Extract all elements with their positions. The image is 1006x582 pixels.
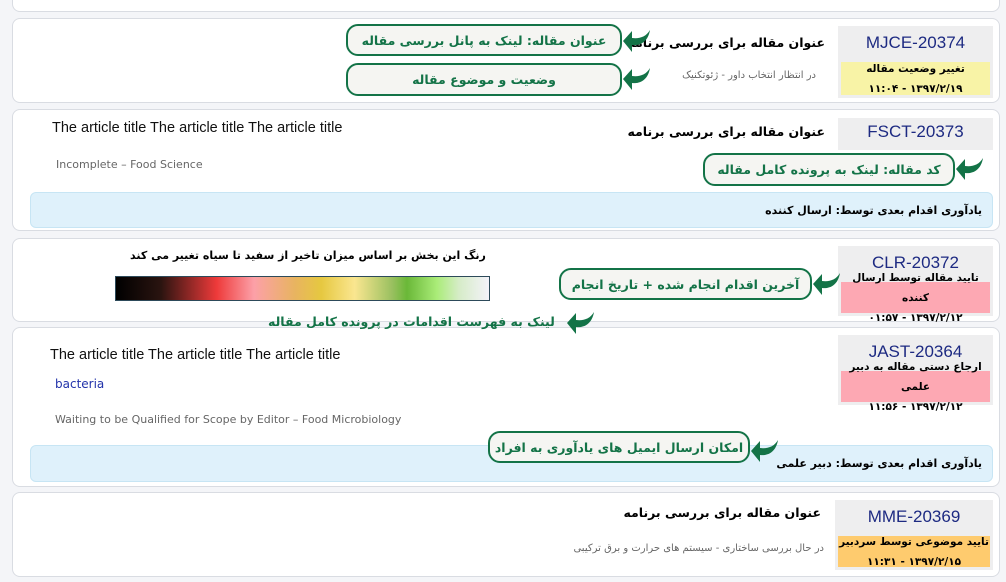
last-action-status[interactable]: تایید موضوعی توسط سردبیر ۱۳۹۷/۲/۱۵ - ۱۱:۳… xyxy=(838,536,990,568)
article-code-link[interactable]: MME-20369 xyxy=(867,507,961,526)
status-date: ۱۳۹۷/۲/۱۲ - ۰۱:۵۷ xyxy=(868,311,963,324)
status-text: تایید موضوعی توسط سردبیر xyxy=(839,535,989,548)
status-text: تغییر وضعیت مقاله xyxy=(866,62,965,75)
article-subtitle: در انتظار انتخاب داور - ژئوتکنیک xyxy=(682,70,816,81)
callout-actions-link: لینک به فهرست اقدامات در پرونده کامل مقا… xyxy=(268,314,555,329)
article-code-link[interactable]: MJCE-20374 xyxy=(865,33,966,52)
article-code-link[interactable]: FSCT-20373 xyxy=(867,122,964,141)
status-date: ۱۳۹۷/۲/۱۹ - ۱۱:۰۴ xyxy=(868,82,963,95)
keyword: bacteria xyxy=(55,377,105,391)
arrow-icon xyxy=(623,68,650,90)
last-action-status[interactable]: ارجاع دستی مقاله به دبیر علمی ۱۳۹۷/۲/۱۲ -… xyxy=(841,361,990,413)
arrow-icon xyxy=(813,273,840,295)
callout-code-link: کد مقاله: لینک به پرونده کامل مقاله xyxy=(703,153,955,186)
article-subtitle: Incomplete – Food Science xyxy=(56,158,203,171)
article-code-link[interactable]: JAST-20364 xyxy=(868,342,963,361)
article-code-link[interactable]: CLR-20372 xyxy=(872,253,959,272)
callout-status-subject: وضعیت و موضوع مقاله xyxy=(346,63,622,96)
last-action-status[interactable]: تایید مقاله توسط ارسال کننده ۱۳۹۷/۲/۱۲ - … xyxy=(841,272,990,324)
delay-color-legend-text: رنگ این بخش بر اساس میزان تاخیر از سفید … xyxy=(130,249,486,262)
code-box: JAST-20364 ارجاع دستی مقاله به دبیر علمی… xyxy=(838,335,993,413)
article-title-link[interactable]: عنوان مقاله برای بررسی برنامه xyxy=(627,124,825,139)
code-box: MME-20369 تایید موضوعی توسط سردبیر ۱۳۹۷/۲… xyxy=(835,500,993,570)
article-card-partial xyxy=(12,0,1000,12)
next-action-reminder[interactable]: یادآوری اقدام بعدی توسط: ارسال کننده xyxy=(30,192,993,228)
callout-reminder-email: امکان ارسال ایمیل های یادآوری به افراد xyxy=(488,431,750,463)
last-action-status: تغییر وضعیت مقاله ۱۳۹۷/۲/۱۹ - ۱۱:۰۴ xyxy=(841,62,990,95)
delay-color-gradient xyxy=(115,276,490,301)
article-title-en[interactable]: The article title The article title The … xyxy=(50,347,341,363)
callout-title-link: عنوان مقاله: لینک به پانل بررسی مقاله xyxy=(346,24,622,56)
callout-last-action: آخرین اقدام انجام شده + تاریخ انجام xyxy=(559,268,812,300)
article-title-en[interactable]: The article title The article title The … xyxy=(52,120,343,136)
status-date: ۱۳۹۷/۲/۱۵ - ۱۱:۳۱ xyxy=(866,555,962,568)
article-title-link[interactable]: عنوان مقاله برای بررسی برنامه xyxy=(627,35,825,50)
status-date: ۱۳۹۷/۲/۱۲ - ۱۱:۵۶ xyxy=(868,400,963,413)
article-title-link[interactable]: عنوان مقاله برای بررسی برنامه xyxy=(623,505,821,520)
arrow-icon xyxy=(623,30,650,52)
status-text: ارجاع دستی مقاله به دبیر علمی xyxy=(849,360,982,393)
code-box: CLR-20372 تایید مقاله توسط ارسال کننده ۱۳… xyxy=(838,246,993,324)
arrow-icon xyxy=(567,312,594,334)
code-box: FSCT-20373 xyxy=(838,118,993,150)
arrow-icon xyxy=(956,158,983,180)
status-text: تایید مقاله توسط ارسال کننده xyxy=(852,271,979,304)
article-subtitle: Waiting to be Qualified for Scope by Edi… xyxy=(55,413,402,426)
code-box: MJCE-20374 تغییر وضعیت مقاله ۱۳۹۷/۲/۱۹ - … xyxy=(838,26,993,98)
article-subtitle: در حال بررسی ساختاری - سیستم های حرارت و… xyxy=(573,543,824,554)
arrow-icon xyxy=(751,440,778,462)
